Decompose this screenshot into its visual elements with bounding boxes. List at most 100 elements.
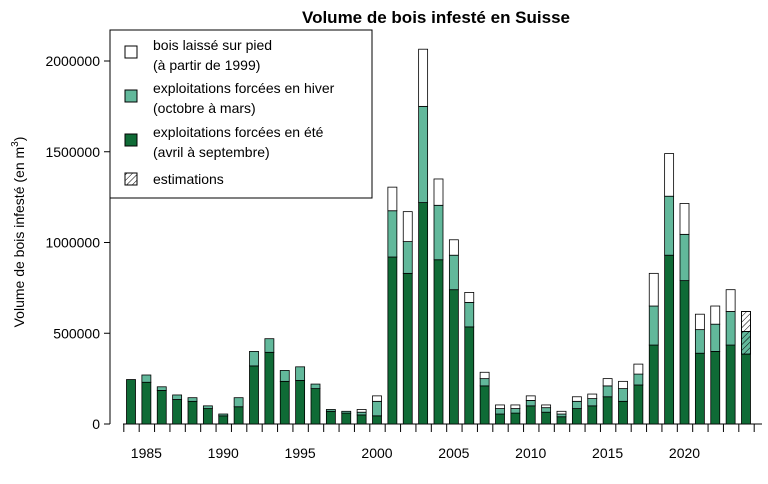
bar-segment-2001-1 (387, 210, 398, 258)
legend-label-winter-line2: (octobre à mars) (153, 100, 256, 116)
bar-segment-2018-2 (648, 272, 659, 307)
bar-segment-2020-0 (679, 280, 690, 425)
bar-segment-2010-1 (525, 400, 536, 407)
bar-segment-2002-2 (402, 211, 413, 242)
bar-segment-2015-2 (602, 378, 613, 387)
bar-segment-2023-1 (725, 311, 736, 346)
bar-segment-2013-1 (571, 400, 582, 409)
bar-segment-1986-0 (156, 390, 167, 425)
bar-segment-1991-1 (233, 397, 244, 408)
bar-segment-1994-1 (279, 370, 290, 382)
bar-segment-2000-1 (372, 400, 382, 417)
legend-label-standing: bois laissé sur pied (153, 37, 272, 53)
bar-segment-2011-0 (541, 411, 552, 425)
bar-segment-2009-1 (510, 408, 521, 414)
bar-segment-2009-2 (510, 404, 521, 409)
legend-swatch-winter (124, 89, 138, 103)
bar-segment-1987-0 (172, 399, 183, 425)
bar-segment-1989-1 (202, 405, 213, 409)
bar-segment-1990-1 (218, 413, 229, 417)
bar-segment-1996-1 (310, 383, 321, 390)
y-axis-label-sup: 3 (10, 141, 21, 147)
bar-segment-2005-2 (448, 239, 459, 256)
legend-label-summer-line2: (avril à septembre) (153, 144, 270, 160)
bar-segment-2005-1 (448, 254, 459, 291)
bar-segment-2019-2 (664, 153, 675, 197)
bar-segment-1989-0 (202, 408, 213, 425)
bar-segment-2006-0 (464, 326, 475, 425)
bar-segment-1994-0 (279, 380, 290, 425)
bar-segment-1999-2 (356, 409, 367, 413)
bar-segment-2001-0 (387, 256, 398, 425)
y-axis-label: Volume de bois infesté (en m3) (10, 137, 27, 328)
bar-segment-2015-1 (602, 385, 613, 398)
bar-segment-1988-0 (187, 400, 198, 425)
y-tick-label: 0 (92, 416, 100, 432)
bar-segment-2007-2 (479, 371, 490, 380)
legend-swatch-summer (124, 133, 138, 147)
bar-segment-2009-0 (510, 412, 521, 425)
x-tick-label: 2000 (361, 445, 392, 461)
bar-segment-1985-0 (141, 381, 152, 425)
legend: bois laissé sur pied (à partir de 1999) … (109, 29, 373, 199)
bar-segment-2002-0 (402, 272, 413, 425)
bar-segment-2010-2 (525, 395, 536, 401)
y-tick-label: 500000 (53, 325, 100, 341)
bar-segment-2013-0 (571, 408, 582, 425)
bars (126, 48, 751, 425)
bar-segment-1985-1 (141, 374, 152, 383)
bar-segment-2016-2 (618, 380, 628, 390)
bar-segment-2020-1 (679, 233, 690, 282)
x-tick-label: 2015 (592, 445, 623, 461)
bar-segment-2011-2 (541, 404, 552, 409)
bar-segment-2021-2 (694, 313, 705, 331)
legend-box (109, 29, 373, 199)
bar-segment-2008-0 (495, 413, 505, 425)
bar-segment-2022-0 (710, 350, 721, 425)
bar-segment-2004-0 (433, 259, 444, 425)
bar-segment-2019-1 (664, 195, 675, 256)
y-axis-label-close: ) (11, 137, 27, 142)
bar-segment-1995-0 (295, 380, 306, 425)
bar-segment-1996-0 (310, 388, 321, 425)
bar-segment-2018-0 (648, 344, 659, 425)
bar-segment-1992-0 (249, 365, 259, 425)
y-tick-label: 1000000 (45, 235, 100, 251)
bar-segment-2014-1 (587, 398, 598, 407)
bar-segment-2006-2 (464, 292, 475, 303)
bar-segment-1998-1 (341, 410, 352, 414)
y-axis: 0 500000 1000000 1500000 2000000 (45, 53, 111, 432)
bar-segment-1993-0 (264, 351, 275, 425)
bar-segment-2016-1 (618, 388, 628, 402)
bar-segment-1998-0 (341, 412, 352, 425)
bar-segment-2002-1 (402, 241, 413, 274)
bar-segment-2021-1 (694, 329, 705, 354)
bar-segment-2022-2 (710, 305, 721, 325)
x-tick-label: 2010 (515, 445, 546, 461)
bar-segment-2004-1 (433, 204, 444, 261)
legend-label-standing-line2: (à partir de 1999) (153, 57, 260, 73)
bar-segment-1999-1 (356, 411, 367, 416)
x-tick-label: 1995 (285, 445, 316, 461)
bar-segment-2000-0 (372, 415, 382, 425)
bar-segment-1991-0 (233, 406, 244, 425)
bar-segment-2017-1 (633, 373, 644, 386)
bar-segment-2014-0 (587, 405, 598, 425)
bar-segment-1997-1 (325, 409, 336, 412)
bar-segment-2008-1 (495, 408, 505, 415)
bar-segment-2024-0 (741, 353, 751, 425)
legend-swatch-estimation (124, 172, 138, 186)
bar-segment-1999-0 (356, 414, 367, 425)
x-tick-label: 1985 (131, 445, 162, 461)
bar-segment-1987-1 (172, 394, 183, 400)
y-tick-label: 2000000 (45, 53, 100, 69)
bar-segment-2006-1 (464, 301, 475, 328)
bar-segment-2010-0 (525, 405, 536, 425)
bar-segment-2004-2 (433, 178, 444, 206)
bar-segment-2007-1 (479, 378, 490, 387)
legend-label-summer: exploitations forcées en été (153, 124, 324, 140)
y-tick-label: 1500000 (45, 144, 100, 160)
legend-label-estimation: estimations (153, 171, 224, 187)
bar-segment-2000-2 (372, 395, 382, 402)
